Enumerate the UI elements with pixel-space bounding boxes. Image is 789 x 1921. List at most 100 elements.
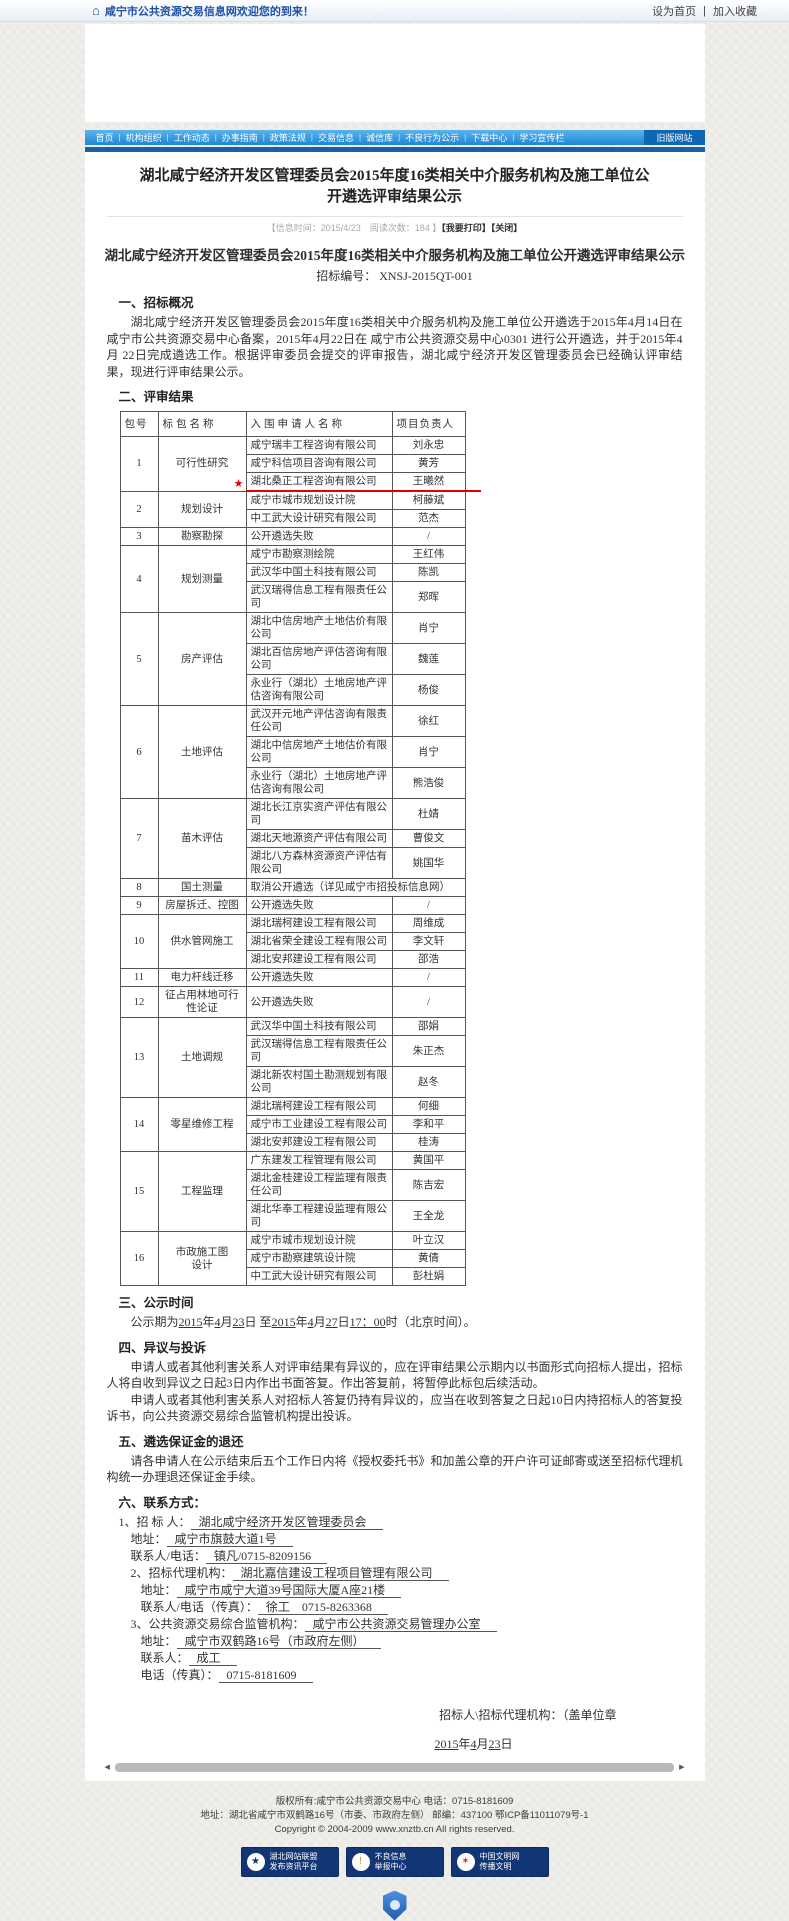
add-favorite-link[interactable]: 加入收藏 [713,5,757,18]
table-row: 12 征占用林地可行性论证 公开遴选失败 / [119,986,466,1018]
cell-package-name: 房产评估 [157,612,247,706]
cell-manager: 邵浩 [391,950,466,969]
section-5-heading: 五、遴选保证金的退还 [118,1434,244,1449]
table-row: 湖北天地源资产评估有限公司 曹俊文 [120,829,466,848]
cell-manager: 黄国平 [391,1151,466,1170]
signature-line: 招标人\招标代理机构：（盖单位章 [439,1707,617,1722]
welcome-text: 咸宁市公共资源交易信息网欢迎您的到来！ [104,5,314,18]
document-subtitle: 湖北咸宁经济开发区管理委员会2015年度16类相关中介服务机构及施工单位公开遴选… [104,248,685,263]
nav-separator: | [512,133,515,142]
set-home-link[interactable]: 设为首页 [652,5,697,18]
cell-package-name: 征占用林地可行性论证 [157,986,247,1018]
section-4-heading: 四、异议与投诉 [118,1340,207,1355]
cell-applicant: 湖北安邦建设工程有限公司 [245,950,393,969]
cell-package-no: 7 [119,798,159,879]
cell-package-no: 12 [119,986,159,1018]
cell-manager: 柯藤斌 [391,490,466,510]
cell-package-name: 可行性研究 ★ [157,436,247,492]
cell-package-no: 4 [119,545,159,613]
cell-manager: 陈吉宏 [391,1169,466,1201]
nav-item-3[interactable]: 办事指南 [221,133,258,143]
badge-line2: 举报中心 [374,1861,407,1871]
cell-applicant: 湖北瑞柯建设工程有限公司 [245,914,393,933]
nav-item-10[interactable]: 旧版网站 [644,130,705,145]
topbar-divider: | [703,4,706,17]
print-button[interactable]: 【我要打印】 [441,223,491,233]
section-6-heading: 六、联系方式： [118,1495,207,1510]
scroll-right-icon[interactable]: ▶ [679,1762,685,1771]
table-row: 10 供水管网施工 湖北瑞柯建设工程有限公司 周维成 [119,914,466,969]
table-row: 8 国土测量 取消公开遴选（详见咸宁市招投标信息网） [119,878,466,897]
cell-applicant: 武汉开元地产评估咨询有限责任公司 [245,705,393,737]
nav-item-4[interactable]: 政策法规 [269,133,306,143]
results-table: 包号 标包名称 入围申请人名称 项目负责人 1 可行性研究 ★ 咸宁瑞丰工程咨询有限公司 刘永… [119,411,481,1286]
badge-line1: 湖北网站联盟 [269,1851,318,1861]
nav-separator: | [166,133,169,142]
union-badge-icon: ★ [246,1852,265,1871]
table-row: 13 土地调规 武汉华中国土科技有限公司 邵娟 [119,1017,466,1098]
results-table-wrap: 包号 标包名称 入围申请人名称 项目负责人 1 可行性研究 ★ 咸宁瑞丰工程咨询有限公司 刘永… [119,411,685,1286]
cell-applicant: 湖北金桂建设工程监理有限责任公司 [245,1169,393,1201]
contact-line-8: 联系人： 成工 [141,1650,685,1667]
cell-applicant: 武汉华中国土科技有限公司 [245,563,393,582]
badge-text-1: 不良信息 举报中心 [375,1852,407,1872]
nav-item-5[interactable]: 交易信息 [317,133,354,143]
bid-number-label: 招标编号： [316,269,377,283]
footer-badges: ★ 湖北网站联盟 发布资讯平台 ! 不良信息 举报中心 ✶ 中国文明网 传播文明 [85,1846,705,1877]
contact-value: 湖北嘉信建设工程项目管理有限公司 [232,1565,449,1581]
nav-item-6[interactable]: 诚信库 [366,133,394,143]
scroll-left-icon[interactable]: ◀ [104,1762,110,1771]
cell-manager: 姚国华 [391,847,466,879]
signature-date: 2015年4月23日 [434,1736,513,1751]
nav-item-7[interactable]: 不良行为公示 [405,133,460,143]
contact-label: 地址： [140,1633,177,1648]
footer-badge-1[interactable]: ! 不良信息 举报中心 [345,1846,444,1877]
cell-package-name: 电力杆线迁移 [157,968,247,987]
cyber-police-icon[interactable] [382,1890,407,1921]
cell-package-no: 8 [119,878,159,897]
article-content: 湖北咸宁经济开发区管理委员会2015年度16类相关中介服务机构及施工单位公开遴选… [84,152,705,1781]
bid-number-value: XNSJ-2015QT-001 [379,269,473,283]
badge-text-2: 中国文明网 传播文明 [480,1852,520,1872]
contact-line-4: 地址： 咸宁市咸宁大道39号国际大厦A座21楼 [141,1582,685,1599]
contact-label: 3、公共资源交易综合监管机构： [130,1616,305,1631]
footer-copyright-line3: Copyright © 2004-2009 www.xnztb.cn All r… [274,1823,515,1835]
horizontal-scrollbar[interactable]: ◀ ▶ [105,1762,685,1773]
cell-manager: 杨俊 [391,674,466,706]
section-3-heading: 三、公示时间 [118,1296,194,1310]
table-row: 永业行（湖北）土地房地产评估咨询有限公司 杨俊 [120,674,466,706]
badge-text-0: 湖北网站联盟 发布资讯平台 [270,1852,318,1872]
contact-value: 咸宁市旗鼓大道1号 [166,1531,293,1547]
cell-manager: 桂涛 [391,1133,466,1152]
table-row: 1 可行性研究 ★ 咸宁瑞丰工程咨询有限公司 刘永忠 [119,436,466,492]
scrollbar-thumb[interactable] [114,1762,675,1772]
cell-package-name: 房屋拆迁、控图 [157,896,247,915]
cell-applicant: 公开遴选失败 [245,968,393,987]
footer-copyright-line1: 版权所有:咸宁市公共资源交易中心 电话：0715-8181609 [275,1795,514,1807]
contact-line-1: 地址： 咸宁市旗鼓大道1号 [131,1531,685,1548]
footer-badge-2[interactable]: ✶ 中国文明网 传播文明 [450,1846,549,1877]
nav-item-9[interactable]: 学习宣传栏 [519,133,565,143]
table-row: 湖北桑正工程咨询有限公司 王曦然 [120,472,481,492]
nav-item-0[interactable]: 首页 [95,133,114,143]
cell-package-name: 零星维修工程 [157,1097,247,1152]
top-welcome-bar: ⌂ 咸宁市公共资源交易信息网欢迎您的到来！ 设为首页 | 加入收藏 [0,0,789,22]
cell-package-no: 16 [119,1231,159,1286]
cell-manager: 徐红 [391,705,466,737]
title-divider [106,216,683,217]
contact-label: 电话（传真）： [140,1667,219,1682]
cell-manager: 黄芳 [391,454,466,473]
close-button[interactable]: 【关闭】 [490,223,523,233]
footer-badge-0[interactable]: ★ 湖北网站联盟 发布资讯平台 [240,1846,339,1877]
nav-separator: | [118,133,121,142]
nav-item-2[interactable]: 工作动态 [173,133,210,143]
cell-applicant: 湖北天地源资产评估有限公司 [245,829,393,848]
cell-manager: / [391,896,466,915]
nav-item-1[interactable]: 机构组织 [125,133,162,143]
cell-applicant: 武汉华中国土科技有限公司 [245,1017,393,1036]
nav-item-8[interactable]: 下载中心 [471,133,508,143]
cell-manager: / [391,527,466,546]
cell-applicant: 咸宁市城市规划设计院 [245,490,393,510]
table-row: 7 苗木评估 湖北长江京实资产评估有限公司 杜婧 [119,798,466,879]
contact-label: 地址： [130,1531,167,1546]
